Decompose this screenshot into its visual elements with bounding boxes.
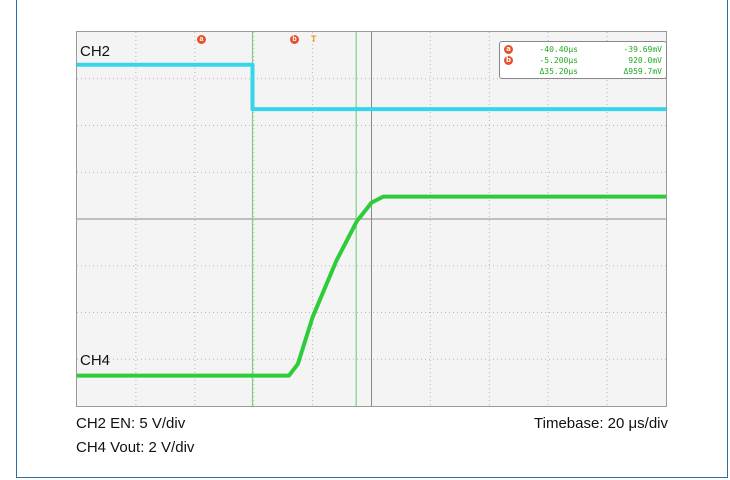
traces (77, 62, 666, 378)
readout-a-time: -40.40μs (539, 45, 578, 54)
readout-a-value: -39.69mV (623, 45, 662, 54)
ch2-scale-caption: CH2 EN: 5 V/div (76, 415, 186, 432)
timebase-caption: Timebase: 20 μs/div (534, 415, 668, 432)
cursor-b-marker: b (290, 35, 299, 44)
readout-row-delta: Δ35.20μs Δ959.7mV (500, 66, 666, 77)
readout-delta-time: Δ35.20μs (539, 67, 578, 76)
readout-row-b: b -5.200μs 920.0mV (500, 55, 666, 66)
figure-frame (16, 0, 728, 478)
readout-b-value: 920.0mV (628, 56, 662, 65)
grid (77, 32, 666, 406)
readout-marker-a: a (504, 45, 513, 54)
readout-marker-b: b (504, 56, 513, 65)
ch4-scale-caption: CH4 Vout: 2 V/div (76, 439, 195, 456)
trigger-marker: T (311, 34, 317, 44)
ch2-label: CH2 (80, 43, 111, 60)
readout-b-time: -5.200μs (539, 56, 578, 65)
ch4-label: CH4 (80, 352, 111, 369)
cursor-readout: a -40.40μs -39.69mV b -5.200μs 920.0mV Δ… (499, 41, 667, 79)
trace-ch2 (77, 62, 666, 112)
trace-ch4 (77, 194, 666, 378)
cursor-a-marker: a (197, 35, 206, 44)
readout-delta-value: Δ959.7mV (623, 67, 662, 76)
readout-row-a: a -40.40μs -39.69mV (500, 44, 666, 55)
